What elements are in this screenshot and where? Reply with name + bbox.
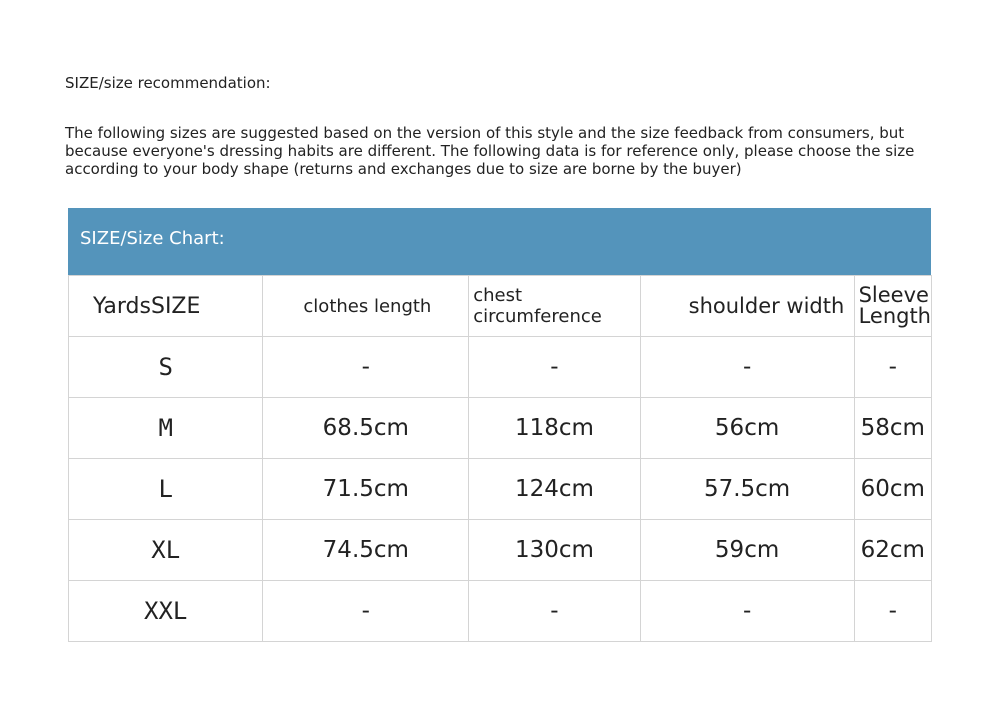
measurement-cell: 124cm bbox=[468, 458, 641, 520]
measurement-cell: 62cm bbox=[853, 519, 933, 581]
measurement-cell: 74.5cm bbox=[262, 519, 470, 581]
size-label: L bbox=[67, 458, 264, 520]
size-label: XXL bbox=[67, 580, 264, 642]
column-header: clothes length bbox=[262, 275, 470, 337]
measurement-cell: - bbox=[639, 580, 855, 642]
column-header: YardsSIZE bbox=[67, 275, 264, 337]
table-row: XL 74.5cm 130cm 59cm 62cm bbox=[67, 519, 933, 581]
measurement-cell: 130cm bbox=[468, 519, 641, 581]
measurement-cell: - bbox=[468, 336, 641, 398]
measurement-cell: 71.5cm bbox=[262, 458, 470, 520]
measurement-cell: - bbox=[468, 580, 641, 642]
size-table: YardsSIZE clothes length chest circumfer… bbox=[67, 275, 933, 642]
table-row: M 68.5cm 118cm 56cm 58cm bbox=[67, 397, 933, 459]
measurement-cell: - bbox=[262, 336, 470, 398]
size-chart-banner: SIZE/Size Chart: bbox=[68, 208, 931, 275]
column-header: Sleeve Length bbox=[853, 275, 933, 337]
measurement-cell: 118cm bbox=[468, 397, 641, 459]
size-label: XL bbox=[67, 519, 264, 581]
table-row: XXL - - - - bbox=[67, 580, 933, 642]
measurement-cell: - bbox=[853, 336, 933, 398]
table-row: S---- bbox=[67, 336, 933, 398]
table-row: L 71.5cm 124cm 57.5cm 60cm bbox=[67, 458, 933, 520]
measurement-cell: 56cm bbox=[639, 397, 855, 459]
measurement-cell: 60cm bbox=[853, 458, 933, 520]
column-header: chest circumference bbox=[468, 275, 641, 337]
measurement-cell: 57.5cm bbox=[639, 458, 855, 520]
measurement-cell: 68.5cm bbox=[262, 397, 470, 459]
column-header: shoulder width bbox=[639, 275, 855, 337]
measurement-cell: - bbox=[639, 336, 855, 398]
page-title: SIZE/size recommendation: bbox=[65, 74, 271, 92]
measurement-cell: - bbox=[853, 580, 933, 642]
measurement-cell: 59cm bbox=[639, 519, 855, 581]
size-label: S bbox=[67, 336, 264, 398]
measurement-cell: 58cm bbox=[853, 397, 933, 459]
table-header-row: YardsSIZE clothes length chest circumfer… bbox=[67, 275, 933, 337]
measurement-cell: - bbox=[262, 580, 470, 642]
size-label: M bbox=[67, 397, 264, 459]
size-description: The following sizes are suggested based … bbox=[65, 124, 915, 178]
